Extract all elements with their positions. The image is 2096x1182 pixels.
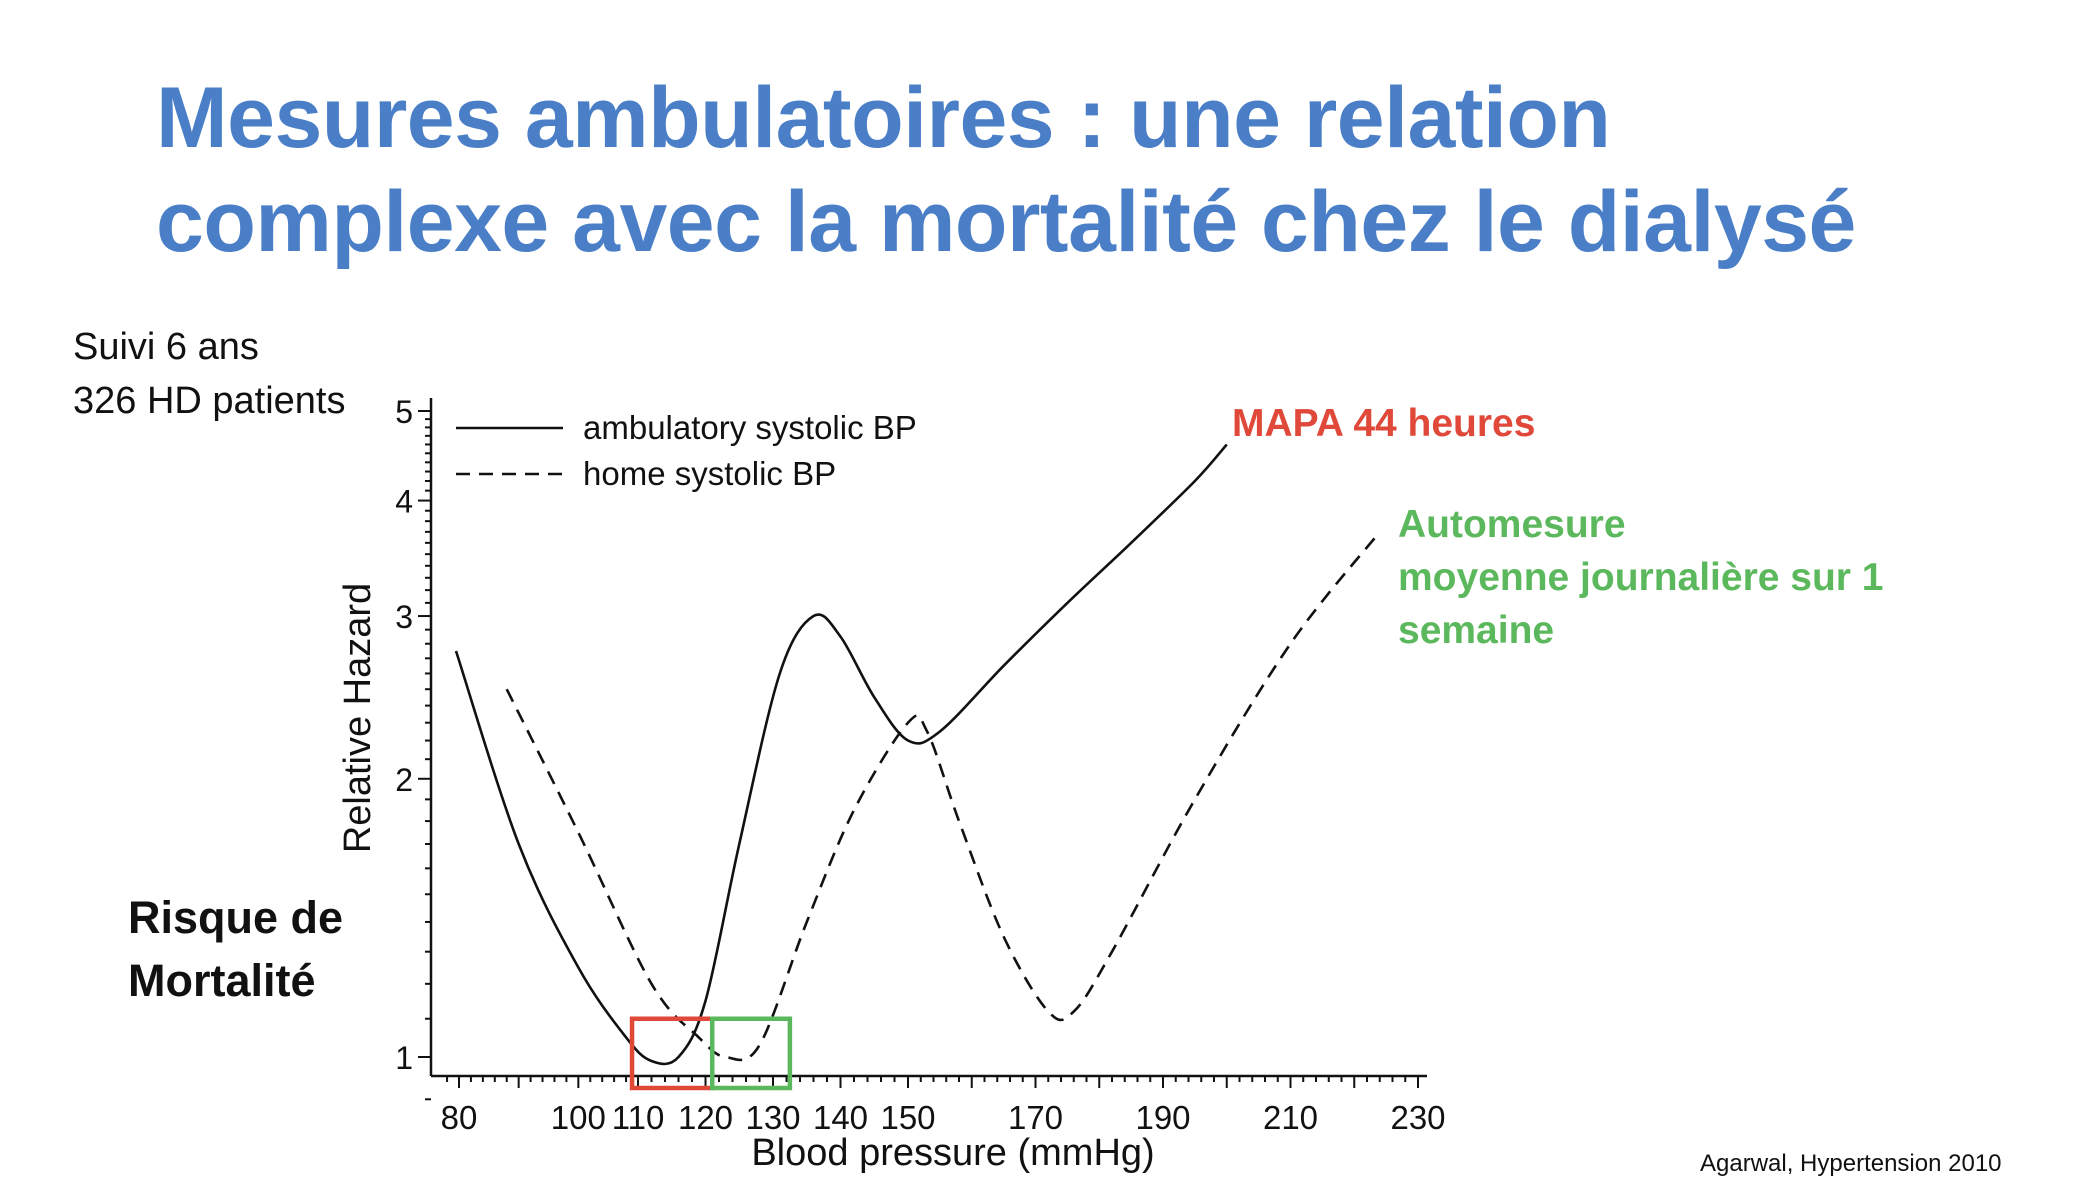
slide-title-line-2: complexe avec la mortalité chez le dialy… (156, 174, 1856, 270)
automesure-annotation-line-1: Automesure (1398, 503, 1626, 546)
automesure-annotation-line-2: moyenne journalière sur 1 (1398, 556, 1884, 599)
chart-highlights (629, 1016, 793, 1091)
y-axis-label: Relative Hazard (337, 583, 379, 853)
y-tick-label: 5 (395, 394, 413, 430)
x-tick-label: 230 (1390, 1099, 1445, 1136)
risk-label-line-2: Mortalité (128, 955, 316, 1006)
series-line-home (505, 531, 1381, 1062)
automesure-highlight-box (710, 1016, 793, 1091)
chart-axes: 1 2 3 4 5 80 100 110 120 130 140 150 170 190 210 230 Blo… (337, 394, 1446, 1174)
x-tick-label: 110 (612, 1099, 665, 1136)
automesure-annotation-line-3: semaine (1398, 609, 1555, 652)
x-axis-label: Blood pressure (mmHg) (751, 1132, 1154, 1174)
chart-curves (454, 443, 1381, 1066)
chart-legend: ambulatory systolic BP home systolic BP (456, 409, 917, 492)
y-tick-label: 4 (395, 484, 413, 520)
follow-up-text: Suivi 6 ans (73, 326, 259, 368)
y-tick-label: 2 (395, 762, 413, 798)
x-tick-label: 190 (1135, 1099, 1190, 1136)
slide-title-line-1: Mesures ambulatoires : une relation (156, 70, 1611, 166)
legend-label-home: home systolic BP (583, 455, 836, 492)
x-tick-label: 170 (1008, 1099, 1063, 1136)
x-tick-label: 130 (745, 1099, 800, 1136)
mapa-highlight-box (629, 1016, 715, 1091)
legend-label-ambulatory: ambulatory systolic BP (583, 409, 917, 446)
x-tick-label: 100 (551, 1099, 606, 1136)
x-tick-label: 150 (880, 1099, 935, 1136)
y-tick-label: 1 (395, 1040, 413, 1076)
series-line-ambulatory (454, 443, 1228, 1066)
x-tick-label: 140 (813, 1099, 868, 1136)
risk-label-line-1: Risque de (128, 892, 344, 943)
mapa-annotation: MAPA 44 heures (1232, 402, 1536, 445)
patients-text: 326 HD patients (73, 380, 346, 422)
citation-text: Agarwal, Hypertension 2010 (1700, 1150, 2002, 1177)
x-tick-label: 80 (441, 1099, 478, 1136)
x-tick-label: 120 (678, 1099, 733, 1136)
x-tick-label: 210 (1263, 1099, 1318, 1136)
y-tick-label: 3 (395, 599, 413, 635)
